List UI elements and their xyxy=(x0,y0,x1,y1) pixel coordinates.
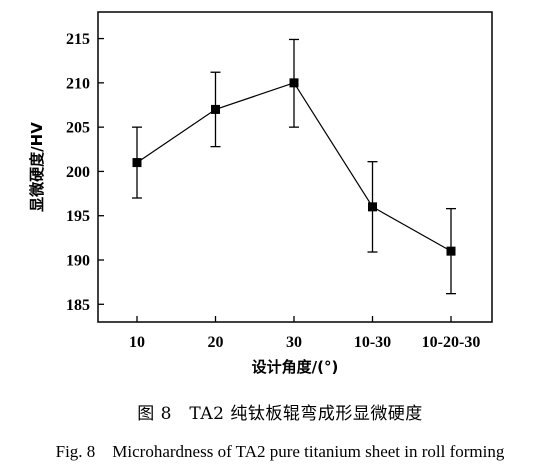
y-tick-label: 185 xyxy=(66,297,90,314)
y-tick-label: 190 xyxy=(66,253,90,270)
y-tick-label: 200 xyxy=(66,164,90,181)
data-point xyxy=(289,78,299,88)
y-tick-label: 215 xyxy=(66,31,90,48)
data-point xyxy=(368,202,377,212)
chart: 185 190 195 200 205 210 215 10 20 30 10-30 10-20-3… xyxy=(28,11,493,376)
x-tick-label: 10-30 xyxy=(354,334,391,351)
figure-caption-en: Fig. 8 Microhardness of TA2 pure titaniu… xyxy=(55,442,505,461)
y-tick-label: 210 xyxy=(66,75,90,92)
y-tick-label: 195 xyxy=(66,208,90,225)
x-axis-ticks: 10 20 30 10-30 10-20-30 xyxy=(129,316,480,351)
plot-frame xyxy=(97,11,493,323)
data-point xyxy=(132,158,142,168)
y-axis-ticks: 185 190 195 200 205 210 215 xyxy=(66,31,104,314)
series-layer xyxy=(132,38,456,295)
y-tick-label: 205 xyxy=(66,120,90,137)
x-tick-label: 10-20-30 xyxy=(422,334,481,351)
x-tick-label: 10 xyxy=(129,334,145,351)
y-axis-label: 显微硬度/HV xyxy=(28,122,46,212)
x-axis-label: 设计角度/(°) xyxy=(252,358,339,376)
figure-caption-cn: 图 8 TA2 纯钛板辊弯成形显微硬度 xyxy=(137,404,423,424)
data-point xyxy=(446,246,456,256)
chart-svg: 185 190 195 200 205 210 215 10 20 30 10-30 10-20-3… xyxy=(28,11,493,376)
x-tick-label: 30 xyxy=(286,334,302,351)
x-tick-label: 20 xyxy=(208,334,224,351)
data-point xyxy=(211,104,220,114)
